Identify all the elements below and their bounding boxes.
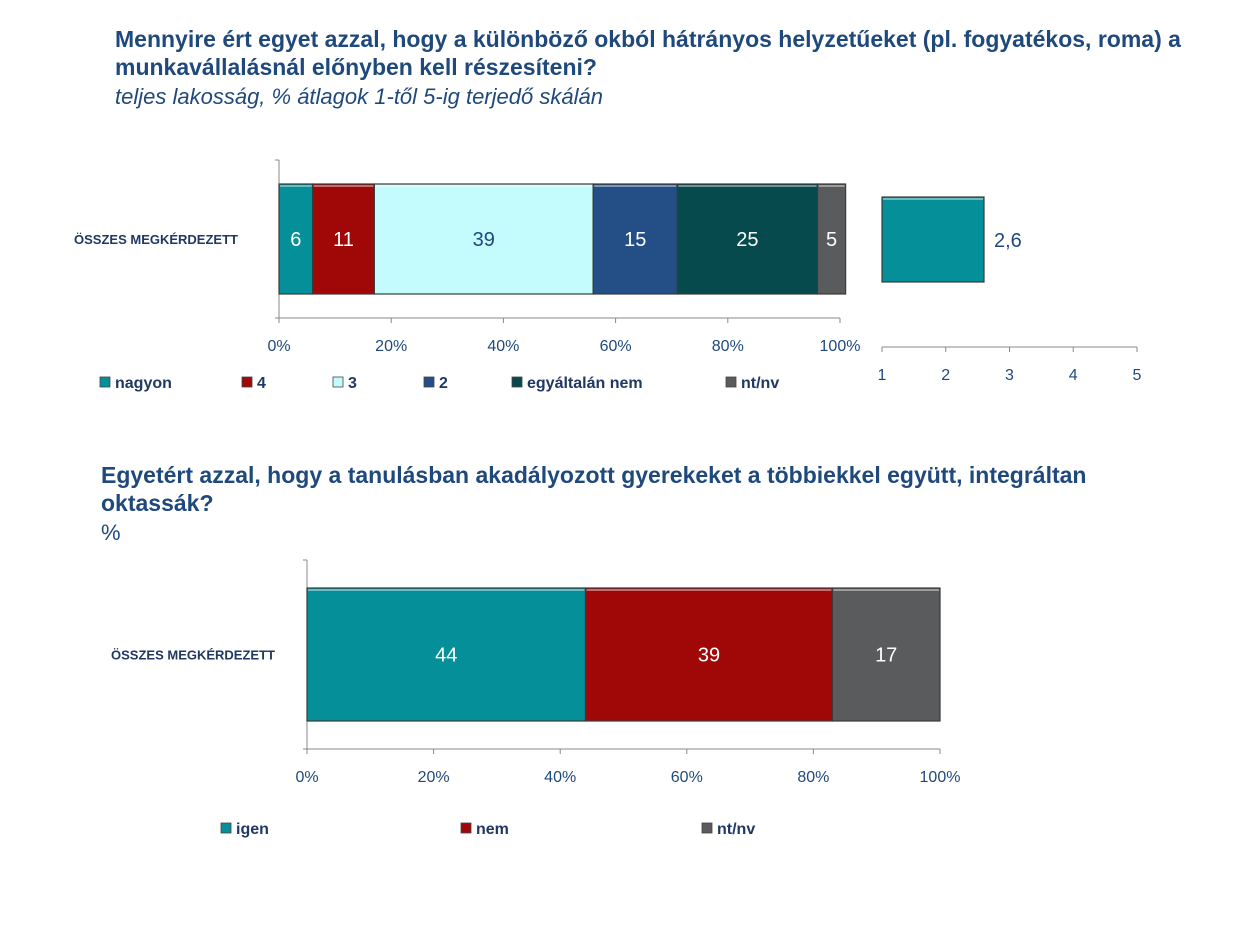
chart1-bar-5-highlight (678, 185, 817, 187)
chart1-average-x-tick-label: 3 (1005, 367, 1014, 384)
chart2-x-tick-label: 40% (544, 769, 576, 786)
chart1-title: Mennyire ért egyet azzal, hogy a különbö… (115, 26, 1181, 80)
chart2-legend-swatch (701, 822, 713, 834)
chart2-data-label: 44 (435, 645, 457, 667)
chart2-x-tick-label: 80% (797, 769, 829, 786)
chart1-legend-swatch (725, 376, 737, 388)
chart1-data-label: 6 (290, 229, 301, 251)
chart2-category-label: ÖSSZES MEGKÉRDEZETT (111, 648, 275, 663)
chart1-data-label: 25 (736, 229, 758, 251)
chart1-x-tick-label: 60% (600, 338, 632, 355)
chart2-bar-2 (584, 587, 833, 722)
chart1-data-label: 15 (624, 229, 646, 251)
chart1-average-value-label: 2,6 (994, 230, 1022, 252)
chart2-legend-swatch (220, 822, 232, 834)
chart1-average-x-tick-label: 5 (1133, 367, 1142, 384)
chart2-bar-1-highlight (308, 589, 585, 591)
chart2-data-label: 39 (698, 645, 720, 667)
chart2-x-tick-label: 0% (295, 769, 318, 786)
chart1-bar-6-highlight (818, 185, 845, 187)
chart1-bar-4-highlight (594, 185, 677, 187)
chart1-legend-swatch (423, 376, 435, 388)
chart1-legend-label: nt/nv (741, 375, 779, 392)
chart1-subtitle: teljes lakosság, % átlagok 1-től 5-ig te… (115, 84, 603, 109)
chart1-legend-swatch (511, 376, 523, 388)
chart1-average-bar-highlight (883, 198, 983, 200)
chart2-subtitle: % (101, 520, 121, 545)
chart1-x-tick-label: 0% (267, 338, 290, 355)
chart1-x-tick-label: 20% (375, 338, 407, 355)
chart1: 0% 20% 40% 60% 80% 100% ÖSSZES MEGKÉRDEZETT 6 11… (74, 159, 861, 392)
chart1-bar-5 (676, 183, 819, 295)
chart1-legend-label: 3 (348, 375, 357, 392)
chart1-average: 1 2 3 4 5 2,6 (878, 196, 1142, 384)
chart2-legend-label: igen (236, 821, 269, 838)
chart1-legend-swatch (241, 376, 253, 388)
chart1-bar-2 (312, 183, 375, 295)
chart1-data-label: 11 (333, 229, 354, 251)
chart2-x-tick-label: 60% (671, 769, 703, 786)
chart1-average-bar (881, 196, 985, 283)
chart1-bar-3-highlight (375, 185, 593, 187)
chart1-legend-label: nagyon (115, 375, 172, 392)
chart1-legend-swatch (99, 376, 111, 388)
chart1-legend-label: 2 (439, 375, 448, 392)
chart1-bar-2-highlight (313, 185, 374, 187)
chart1-legend-swatch (332, 376, 344, 388)
chart1-average-x-tick-label: 1 (878, 367, 887, 384)
chart2-legend-label: nt/nv (717, 821, 755, 838)
chart1-bar-6 (816, 183, 847, 295)
chart1-bar-1-highlight (280, 185, 312, 187)
chart1-legend-label: 4 (257, 375, 266, 392)
chart2-bar-3-highlight (833, 589, 939, 591)
chart2-legend-swatch (460, 822, 472, 834)
chart1-average-x-tick-label: 2 (941, 367, 950, 384)
chart2-x-tick-label: 100% (920, 769, 961, 786)
chart2: 0% 20% 40% 60% 80% 100% ÖSSZES MEGKÉRDEZETT 44 3… (111, 559, 961, 838)
chart2-bar-2-highlight (586, 589, 832, 591)
chart1-x-tick-label: 40% (487, 338, 519, 355)
chart2-bar-1 (306, 587, 587, 722)
chart1-bar-4 (592, 183, 678, 295)
chart2-x-tick-label: 20% (418, 769, 450, 786)
chart2-title: Egyetért azzal, hogy a tanulásban akadál… (101, 462, 1087, 516)
chart1-x-tick-label: 100% (820, 338, 861, 355)
chart1-average-x-tick-label: 4 (1069, 367, 1078, 384)
chart2-legend-label: nem (476, 821, 509, 838)
chart1-legend-label: egyáltalán nem (527, 375, 643, 392)
chart2-data-label: 17 (875, 645, 897, 667)
chart1-data-label: 5 (826, 229, 837, 251)
chart2-bar-3 (831, 587, 941, 722)
chart1-x-tick-label: 80% (712, 338, 744, 355)
chart1-data-label: 39 (473, 229, 495, 251)
chart1-category-label: ÖSSZES MEGKÉRDEZETT (74, 232, 238, 247)
